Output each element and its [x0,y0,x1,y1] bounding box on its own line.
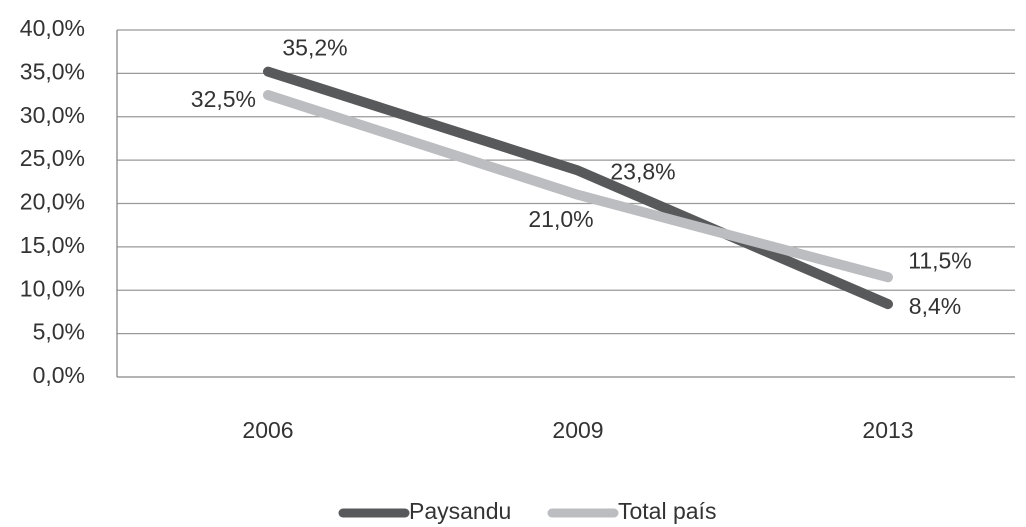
data-label: 21,0% [528,206,593,232]
x-tick-label: 2013 [862,417,913,443]
legend-label: Total país [618,498,716,524]
y-tick-label: 30,0% [20,102,85,128]
y-tick-label: 40,0% [20,15,85,41]
series-line [263,66,893,310]
data-label: 35,2% [282,35,347,61]
data-label: 23,8% [610,159,675,185]
series-line [263,90,893,283]
y-tick-label: 25,0% [20,145,85,171]
x-tick-label: 2009 [552,417,603,443]
legend-label: Paysandu [409,498,511,524]
data-label: 11,5% [908,247,972,273]
x-tick-label: 2006 [242,417,293,443]
y-tick-label: 20,0% [20,189,85,215]
y-tick-label: 35,0% [20,58,85,84]
y-tick-label: 5,0% [33,319,85,345]
data-label: 32,5% [191,86,256,112]
y-tick-label: 15,0% [20,232,85,258]
y-tick-label: 0,0% [33,362,85,388]
data-label: 8,4% [909,293,961,319]
y-tick-label: 10,0% [20,275,85,301]
